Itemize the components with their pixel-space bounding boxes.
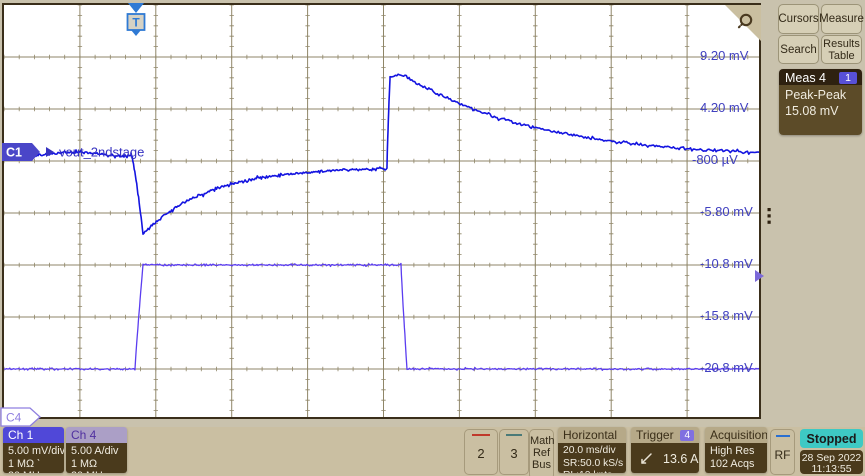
svg-text:T: T: [132, 16, 140, 30]
svg-text:vout_2ndstage: vout_2ndstage: [59, 145, 144, 160]
svg-text:C1: C1: [6, 146, 22, 160]
svg-text:C4: C4: [6, 411, 22, 425]
